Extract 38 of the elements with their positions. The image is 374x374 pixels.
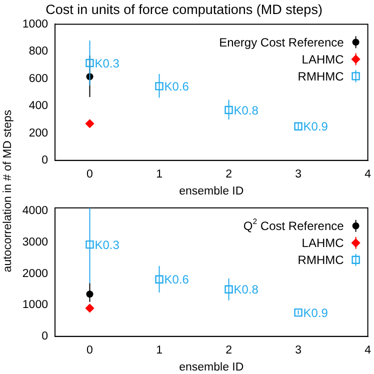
annotation: K0.9 <box>303 120 328 134</box>
annotation: K0.6 <box>164 79 190 94</box>
y-tick-label: 600 <box>28 72 48 85</box>
annotation: K0.8 <box>234 282 259 297</box>
x-tick-label: 2 <box>226 168 232 180</box>
x-tick-label: 3 <box>295 344 302 356</box>
x-axis-title: ensemble ID <box>179 185 244 198</box>
y-tick-label: 1000 <box>22 18 48 30</box>
y-tick-label: 200 <box>28 127 48 140</box>
x-tick-label: 3 <box>295 168 302 180</box>
x-tick-label: 2 <box>226 344 232 356</box>
y-tick-label: 400 <box>28 100 48 112</box>
y-tick-label: 3000 <box>22 236 48 249</box>
annotation: K0.9 <box>303 306 328 320</box>
chart-title: Cost in units of force computations (MD steps) <box>46 2 322 17</box>
x-tick-label: 4 <box>364 344 372 356</box>
x-tick-label: 1 <box>156 344 162 356</box>
annotation: K0.3 <box>94 238 120 252</box>
x-tick-label: 4 <box>364 168 372 180</box>
y-tick-label: 4000 <box>22 205 48 218</box>
x-tick-label: 1 <box>156 168 162 180</box>
annotation: K0.6 <box>164 272 190 287</box>
annotation: K0.8 <box>234 103 259 118</box>
annotation: K0.3 <box>94 56 120 70</box>
x-tick-label: 0 <box>86 168 93 180</box>
legend-label: LAHMC <box>302 236 344 250</box>
legend-label: RMHMC <box>298 70 344 84</box>
y-tick-label: 0 <box>42 154 48 167</box>
y-axis-title: autocorrelation in # of MD steps <box>2 108 14 274</box>
x-tick-label: 0 <box>86 344 93 356</box>
legend-label: LAHMC <box>302 52 344 67</box>
y-tick-label: 1000 <box>22 299 48 312</box>
y-tick-label: 0 <box>42 330 48 343</box>
x-axis-title: ensemble ID <box>179 361 244 374</box>
legend-label: Energy Cost Reference <box>219 36 344 50</box>
y-tick-label: 2000 <box>22 268 48 280</box>
legend-label: RMHMC <box>298 253 344 268</box>
y-tick-label: 800 <box>28 46 48 58</box>
